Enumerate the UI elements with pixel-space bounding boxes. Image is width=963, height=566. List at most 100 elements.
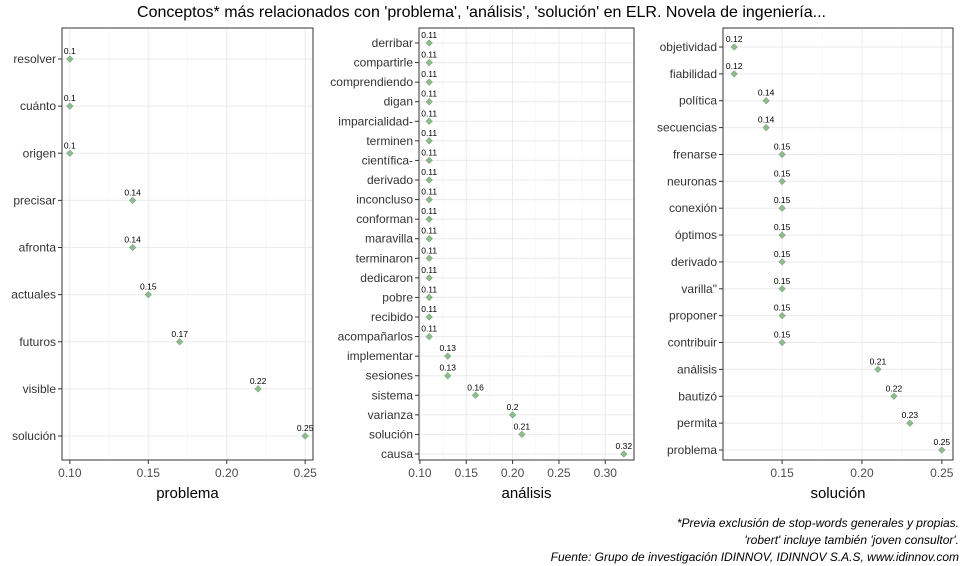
panel-1-data-label: 0.22 <box>250 376 267 386</box>
panel-2-category-label: digan <box>384 95 413 109</box>
panel-2-category-label: científica- <box>362 153 413 167</box>
panel-2-data-label: 0.13 <box>439 363 456 373</box>
chart-title: Conceptos* más relacionados con 'problem… <box>137 4 826 21</box>
panel-3-data-label: 0.12 <box>726 34 743 44</box>
panel-2-category-label: dedicaron <box>360 271 413 285</box>
panel-2-category-label: acompañarlos <box>338 330 413 344</box>
panel-3-data-point <box>778 258 786 266</box>
panel-2-data-label: 0.11 <box>421 89 437 99</box>
panel-3-data-point <box>730 43 738 51</box>
panel-2-tick-label-x: 0.30 <box>594 466 618 480</box>
panel-3-category-label: conexión <box>669 201 717 215</box>
panel-3-category-label: derivado <box>671 255 717 269</box>
panel-2-category-label: compartirle <box>354 56 414 70</box>
panel-1-data-point <box>128 243 137 252</box>
panel-3-data-label: 0.15 <box>774 141 791 151</box>
panel-2-category-label: comprendiendo <box>330 75 413 89</box>
panel-2-category-label: causa <box>381 447 413 461</box>
panel-3-category-label: análisis <box>677 362 717 376</box>
panel-3-category-label: contribuir <box>668 336 717 350</box>
panel-3-data-point <box>890 392 898 400</box>
panel-2-data-label: 0.11 <box>421 108 437 118</box>
panel-3-data-label: 0.15 <box>774 222 791 232</box>
panel-2-tick-label-x: 0.15 <box>455 466 479 480</box>
panel-2-data-point <box>518 430 526 439</box>
panel-2-data-label: 0.11 <box>421 304 437 314</box>
panel-2-data-point <box>425 195 433 204</box>
panel-3-data-point <box>778 285 786 293</box>
panel-1-category-label: afronta <box>19 241 57 255</box>
panel-2-data-label: 0.11 <box>421 69 437 79</box>
panel-3-data-label: 0.14 <box>758 88 775 98</box>
panel-2-data-point <box>425 137 433 145</box>
panel-3-tick-label-x: 0.20 <box>850 466 874 480</box>
panel-2-data-point <box>425 313 433 321</box>
panel-3-data-label: 0.23 <box>902 410 919 420</box>
panel-2-data-label: 0.11 <box>421 226 437 236</box>
panel-3-data-point <box>778 312 786 320</box>
panel-2-data-point <box>425 156 433 165</box>
panel-2-x-axis-title: análisis <box>501 485 551 502</box>
panel-1-data-label: 0.1 <box>64 93 76 103</box>
panel-3-data-label: 0.12 <box>726 61 743 71</box>
panel-2-data-label: 0.11 <box>421 30 437 40</box>
panel-2-data-point <box>425 254 433 262</box>
panel-1-category-label: cuánto <box>20 99 56 113</box>
panel-2-data-point <box>425 117 433 125</box>
panel-2-category-label: inconcluso <box>356 193 413 207</box>
panel-2-category-label: sistema <box>372 388 414 402</box>
caption-stopwords: *Previa exclusión de stop-words generale… <box>676 516 959 530</box>
panel-2-data-label: 0.11 <box>421 324 437 334</box>
panel-2-data-point <box>425 176 433 184</box>
panel-3-category-label: bautizó <box>678 389 717 403</box>
panel-3-plot-border <box>722 27 954 461</box>
panel-2-category-label: sesiones <box>366 369 413 383</box>
panel-3-category-label: objetividad <box>660 40 717 54</box>
panel-1-x-axis-title: problema <box>156 485 219 502</box>
panel-2-data-label: 0.11 <box>421 284 437 294</box>
panel-2-data-label: 0.11 <box>421 187 437 197</box>
panel-2-tick-label-x: 0.20 <box>501 466 525 480</box>
panel-2-data-point <box>425 274 433 282</box>
panel-2-category-label: imparcialidad- <box>338 114 413 128</box>
panel-1-data-point <box>144 291 152 299</box>
caption-source: Fuente: Grupo de investigación IDINNOV, … <box>550 550 959 564</box>
panel-2-data-label: 0.11 <box>421 265 437 275</box>
panel-3-data-label: 0.15 <box>774 168 791 178</box>
panel-3-data-point <box>730 70 738 78</box>
panel-2-data-label: 0.32 <box>616 441 633 451</box>
panel-2-category-label: pobre <box>382 290 413 304</box>
panel-1-data-point <box>66 102 74 110</box>
panel-3-category-label: permita <box>677 416 717 430</box>
panel-2-category-label: terminen <box>366 134 413 148</box>
panel-1-data-label: 0.1 <box>64 140 76 150</box>
panel-3-tick-label-x: 0.25 <box>930 466 954 480</box>
panel-3-category-label: secuencias <box>657 121 717 135</box>
panel-2-category-label: recibido <box>371 310 413 324</box>
panel-2-category-label: implementar <box>347 349 413 363</box>
panel-2-data-point <box>425 39 433 47</box>
panel-3-data-label: 0.25 <box>934 437 951 447</box>
panel-2-data-point <box>471 391 480 399</box>
panel-3-data-label: 0.15 <box>774 303 791 313</box>
panel-1-category-label: solución <box>12 429 56 443</box>
panel-2-data-label: 0.2 <box>507 402 519 412</box>
panel-3-data-point <box>906 419 914 427</box>
panel-3-data-point <box>762 123 770 132</box>
panel-3-category-label: proponer <box>669 309 717 323</box>
panel-2-data-label: 0.11 <box>421 167 437 177</box>
panel-2-data-point <box>444 372 452 380</box>
panel-2-data-point <box>425 235 433 243</box>
panel-3-category-label: óptimos <box>675 228 717 242</box>
panel-3-data-label: 0.21 <box>870 356 887 366</box>
panel-1-data-label: 0.15 <box>140 282 157 292</box>
panel-2-data-point <box>425 58 433 67</box>
panel-3-data-label: 0.15 <box>774 330 791 340</box>
panel-2-data-point <box>425 98 433 106</box>
panel-1-tick-label-x: 0.10 <box>58 466 82 480</box>
panel-1-data-point <box>254 385 262 393</box>
panel-1-category-label: futuros <box>19 335 56 349</box>
panel-2-tick-label-x: 0.10 <box>408 466 432 480</box>
panel-3-category-label: fiabilidad <box>670 67 717 81</box>
panel-3-data-label: 0.15 <box>774 249 791 259</box>
